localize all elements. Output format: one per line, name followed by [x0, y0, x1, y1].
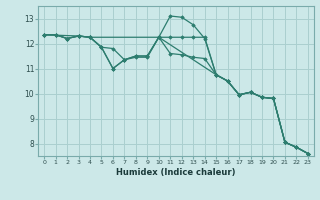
X-axis label: Humidex (Indice chaleur): Humidex (Indice chaleur) — [116, 168, 236, 177]
